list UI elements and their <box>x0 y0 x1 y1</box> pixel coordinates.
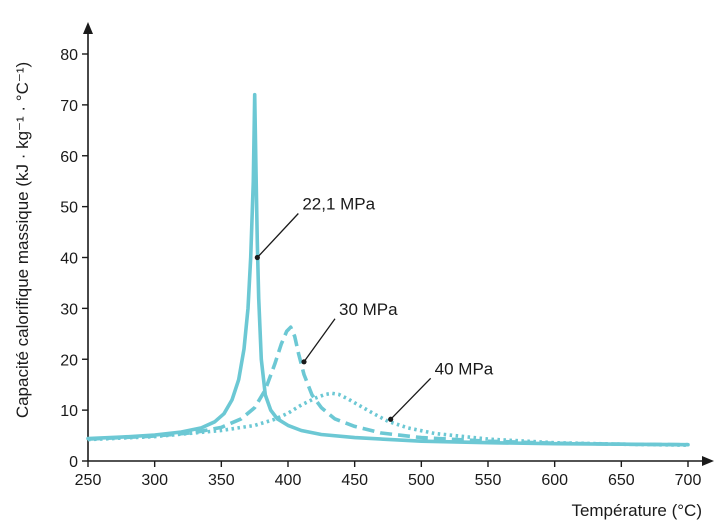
annotation-label: 40 MPa <box>435 359 494 378</box>
y-tick-label: 40 <box>60 251 78 268</box>
y-tick-label: 30 <box>60 301 78 318</box>
series-line-solid <box>86 92 690 447</box>
annotation-leader <box>303 318 336 363</box>
x-tick-label: 300 <box>141 472 168 489</box>
annotation-dot <box>301 359 307 365</box>
y-tick-label: 0 <box>69 454 78 471</box>
y-tick-label: 20 <box>60 352 78 369</box>
x-tick-label: 400 <box>275 472 302 489</box>
annotation-dot <box>254 254 260 261</box>
y-axis-arrow <box>83 22 93 34</box>
x-tick-label: 650 <box>608 472 635 489</box>
y-tick-label: 80 <box>60 47 78 64</box>
annotation-label: 30 MPa <box>339 300 398 319</box>
x-tick-label: 450 <box>341 472 368 489</box>
series-line-dashed <box>87 325 689 447</box>
x-tick-label: 550 <box>475 472 502 489</box>
x-tick-label: 350 <box>208 472 235 489</box>
x-tick-label: 700 <box>675 472 702 489</box>
annotation-leader <box>390 377 432 420</box>
x-tick-label: 600 <box>541 472 568 489</box>
x-axis-label: Température (°C) <box>571 501 702 520</box>
axes: 250 300 350 400 450 500 550 600 650 700 0 10 20 30 40 5… <box>60 22 714 489</box>
annotation-label: 22,1 MPa <box>302 195 375 214</box>
y-tick-label: 50 <box>60 200 78 217</box>
y-tick-label: 70 <box>60 98 78 115</box>
y-axis-label: Capacité calorifique massique (kJ · kg⁻¹… <box>13 62 32 418</box>
series-line-dotted <box>87 391 689 447</box>
annotation-layer: 22,1 MPa 30 MPa 40 MPa <box>254 195 494 422</box>
series-layer <box>86 92 690 447</box>
x-axis-arrow <box>702 456 714 466</box>
y-tick-label: 60 <box>60 149 78 166</box>
annotation-leader <box>256 213 299 258</box>
annotation-dot <box>388 416 394 422</box>
x-tick-label: 500 <box>408 472 435 489</box>
y-tick-label: 10 <box>60 403 78 420</box>
x-tick-label: 250 <box>75 472 102 489</box>
